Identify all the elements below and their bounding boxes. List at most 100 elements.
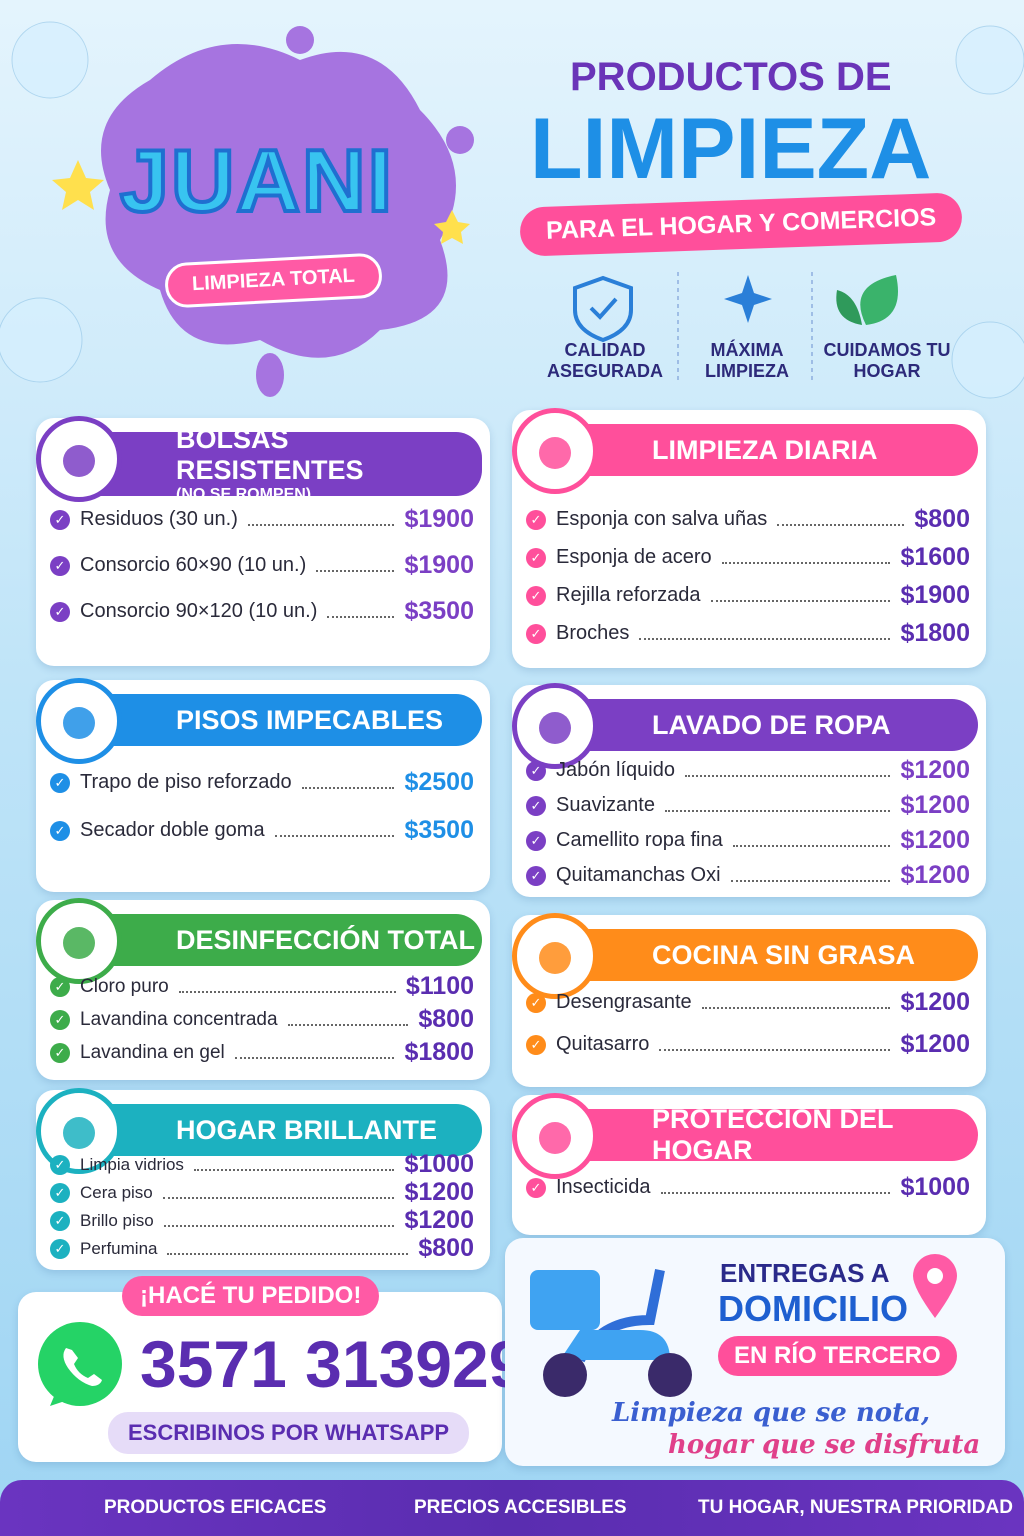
check-icon: ✓ bbox=[50, 820, 70, 841]
section-header: LAVADO DE ROPA bbox=[552, 699, 978, 751]
leader bbox=[659, 1039, 891, 1051]
check-icon: ✓ bbox=[50, 772, 70, 793]
delivery-line2: DOMICILIO bbox=[718, 1288, 908, 1329]
order-note: ESCRIBINOS POR WHATSAPP bbox=[108, 1412, 470, 1454]
leader bbox=[167, 1243, 409, 1255]
leader bbox=[730, 870, 891, 882]
leader bbox=[639, 628, 891, 640]
check-icon: ✓ bbox=[50, 1009, 70, 1030]
product-price: $800 bbox=[914, 505, 970, 533]
section-subtitle: (NO SE ROMPEN) bbox=[176, 486, 312, 503]
section-title: PROTECCIÓN DEL HOGAR bbox=[652, 1104, 894, 1165]
section-icon bbox=[512, 408, 598, 494]
product-row: ✓ Cera piso $1200 bbox=[50, 1178, 474, 1207]
section-header: LIMPIEZA DIARIA bbox=[552, 424, 978, 476]
brand-name: JUANI bbox=[118, 129, 395, 232]
product-row: ✓ Lavandina concentrada $800 bbox=[50, 1005, 474, 1034]
check-icon: ✓ bbox=[50, 1154, 70, 1175]
feature-label: CUIDAMOS TU HOGAR bbox=[823, 340, 951, 381]
check-icon: ✓ bbox=[50, 555, 70, 576]
leader bbox=[721, 552, 891, 564]
product-name: Consorcio 60×90 (10 un.) bbox=[80, 554, 307, 576]
product-row: ✓ Limpia vidrios $1000 bbox=[50, 1150, 474, 1179]
slogan-1: Limpieza que se nota, bbox=[612, 1398, 930, 1428]
product-price: $1900 bbox=[404, 551, 474, 579]
check-icon: ✓ bbox=[50, 1182, 70, 1203]
product-name: Limpia vidrios bbox=[80, 1154, 184, 1174]
product-price: $1900 bbox=[900, 581, 970, 609]
title: LIMPIEZA bbox=[530, 101, 932, 197]
section-icon bbox=[36, 898, 122, 984]
leader bbox=[274, 825, 395, 837]
product-name: Cloro puro bbox=[80, 975, 169, 997]
product-name: Quitasarro bbox=[556, 1033, 650, 1055]
leader bbox=[162, 1187, 395, 1199]
product-name: Brillo piso bbox=[80, 1210, 154, 1230]
leader bbox=[701, 997, 891, 1009]
product-row: ✓ Trapo de piso reforzado $2500 bbox=[50, 768, 474, 797]
product-price: $1200 bbox=[900, 861, 970, 889]
section-header: DESINFECCIÓN TOTAL bbox=[76, 914, 482, 966]
product-name: Esponja con salva uñas bbox=[556, 508, 768, 530]
leader bbox=[732, 835, 891, 847]
product-price: $1200 bbox=[900, 988, 970, 1016]
section-header: HOGAR BRILLANTE bbox=[76, 1104, 482, 1156]
footer-label: PRECIOS ACCESIBLES bbox=[414, 1497, 627, 1518]
check-icon: ✓ bbox=[50, 976, 70, 997]
section-header: PROTECCIÓN DEL HOGAR bbox=[552, 1104, 978, 1165]
section-icon bbox=[512, 683, 598, 769]
leader bbox=[664, 800, 891, 812]
product-row: ✓ Lavandina en gel $1800 bbox=[50, 1038, 474, 1067]
whatsapp-icon bbox=[38, 1322, 122, 1406]
product-row: ✓ Secador doble goma $3500 bbox=[50, 816, 474, 845]
product-price: $1200 bbox=[900, 756, 970, 784]
feature-label: CALIDAD ASEGURADA bbox=[546, 340, 663, 381]
leader bbox=[710, 590, 891, 602]
leader bbox=[316, 560, 395, 572]
product-name: Camellito ropa fina bbox=[556, 829, 723, 851]
product-price: $1000 bbox=[900, 1173, 970, 1201]
product-row: ✓ Consorcio 60×90 (10 un.) $1900 bbox=[50, 551, 474, 580]
product-row: ✓ Cloro puro $1100 bbox=[50, 972, 474, 1001]
product-row: ✓ Broches $1800 bbox=[526, 619, 970, 648]
product-name: Secador doble goma bbox=[80, 819, 265, 841]
section-title: LIMPIEZA DIARIA bbox=[652, 434, 878, 465]
product-row: ✓ Camellito ropa fina $1200 bbox=[526, 826, 970, 855]
product-row: ✓ Residuos (30 un.) $1900 bbox=[50, 505, 474, 534]
section-header: PISOS IMPECABLES bbox=[76, 694, 482, 746]
check-icon: ✓ bbox=[526, 865, 546, 886]
product-price: $1600 bbox=[900, 543, 970, 571]
product-row: ✓ Quitasarro $1200 bbox=[526, 1030, 970, 1059]
product-price: $800 bbox=[418, 1005, 474, 1033]
check-icon: ✓ bbox=[50, 1042, 70, 1063]
pretitle: PRODUCTOS DE bbox=[570, 55, 892, 99]
footer-label: PRODUCTOS EFICACES bbox=[104, 1497, 327, 1518]
section-icon bbox=[36, 678, 122, 764]
check-icon: ✓ bbox=[526, 795, 546, 816]
check-icon: ✓ bbox=[50, 1238, 70, 1259]
product-name: Insecticida bbox=[556, 1176, 651, 1198]
leader bbox=[660, 1182, 891, 1194]
product-row: ✓ Perfumina $800 bbox=[50, 1234, 474, 1263]
product-name: Esponja de acero bbox=[556, 546, 712, 568]
product-row: ✓ Consorcio 90×120 (10 un.) $3500 bbox=[50, 597, 474, 626]
leader bbox=[287, 1014, 409, 1026]
leader bbox=[193, 1159, 395, 1171]
section-title: COCINA SIN GRASA bbox=[652, 939, 916, 970]
product-row: ✓ Desengrasante $1200 bbox=[526, 988, 970, 1017]
pin-icon bbox=[913, 1254, 957, 1318]
footer-label: TU HOGAR, NUESTRA PRIORIDAD bbox=[698, 1497, 1013, 1518]
product-price: $3500 bbox=[404, 816, 474, 844]
check-icon: ✓ bbox=[50, 1210, 70, 1231]
product-row: ✓ Jabón líquido $1200 bbox=[526, 756, 970, 785]
product-price: $1200 bbox=[900, 1030, 970, 1058]
product-row: ✓ Brillo piso $1200 bbox=[50, 1206, 474, 1235]
check-icon: ✓ bbox=[526, 547, 546, 568]
product-name: Trapo de piso reforzado bbox=[80, 771, 292, 793]
leader bbox=[178, 981, 396, 993]
section-header: BOLSAS RESISTENTES (NO SE ROMPEN) bbox=[76, 424, 482, 503]
product-row: ✓ Esponja de acero $1600 bbox=[526, 543, 970, 572]
product-name: Quitamanchas Oxi bbox=[556, 864, 721, 886]
product-name: Cera piso bbox=[80, 1182, 153, 1202]
